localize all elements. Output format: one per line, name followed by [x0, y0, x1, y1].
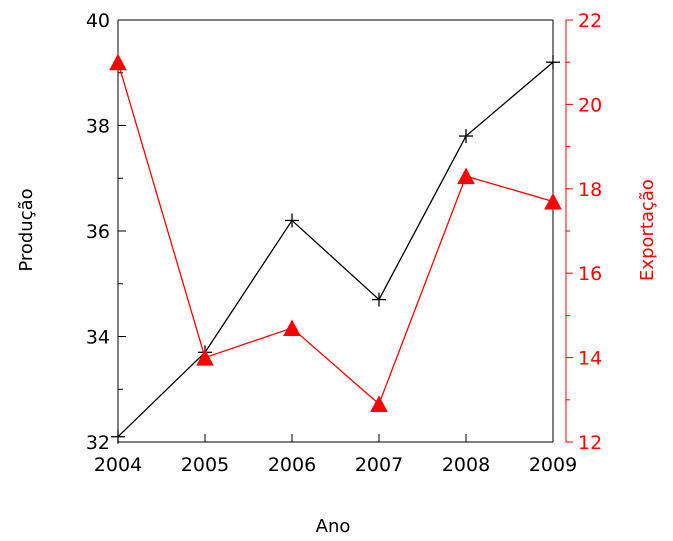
exportacao-point — [109, 53, 127, 71]
left-y-tick-label: 38 — [86, 116, 110, 138]
right-y-tick-label: 22 — [578, 10, 602, 32]
right-y-tick-label: 18 — [578, 179, 602, 201]
exportacao-point — [544, 192, 562, 210]
right-y-tick-label: 16 — [578, 263, 602, 285]
right-y-tick-label: 20 — [578, 94, 602, 116]
x-tick-label: 2004 — [94, 454, 142, 476]
left-y-tick-label: 32 — [86, 432, 110, 454]
plot-area — [117, 19, 567, 443]
left-y-axis-title: Produção — [16, 188, 37, 271]
right-y-tick-label: 12 — [578, 432, 602, 454]
left-y-tick-label: 34 — [86, 327, 110, 349]
producao-point — [285, 213, 299, 228]
exportacao-point — [457, 167, 475, 185]
right-y-axis-title: Exportação — [637, 179, 658, 281]
producao-point — [372, 292, 386, 307]
producao-point — [546, 55, 560, 70]
left-y-tick-label: 40 — [86, 10, 110, 32]
producao-point — [111, 429, 125, 444]
left-y-tick-label: 36 — [86, 221, 110, 243]
x-tick-label: 2006 — [268, 454, 316, 476]
exportacao-point — [196, 349, 214, 366]
x-axis: 2004 2005 2006 2007 2008 2009 — [94, 434, 577, 476]
x-tick-label: 2007 — [355, 454, 403, 476]
producao-point — [459, 129, 473, 144]
x-tick-label: 2008 — [442, 454, 490, 476]
exportacao-series-line — [117, 62, 554, 406]
right-y-tick-label: 14 — [578, 348, 602, 370]
x-tick-label: 2009 — [529, 454, 577, 476]
left-y-axis: 32 34 36 38 40 — [86, 10, 126, 454]
x-tick-label: 2005 — [181, 454, 229, 476]
x-axis-title: Ano — [316, 516, 351, 537]
series-layer — [109, 53, 562, 444]
right-y-axis: 12 14 16 18 20 22 — [566, 10, 602, 454]
exportacao-point — [283, 319, 301, 337]
producao-series-line — [117, 61, 554, 438]
exportacao-point — [370, 395, 388, 413]
